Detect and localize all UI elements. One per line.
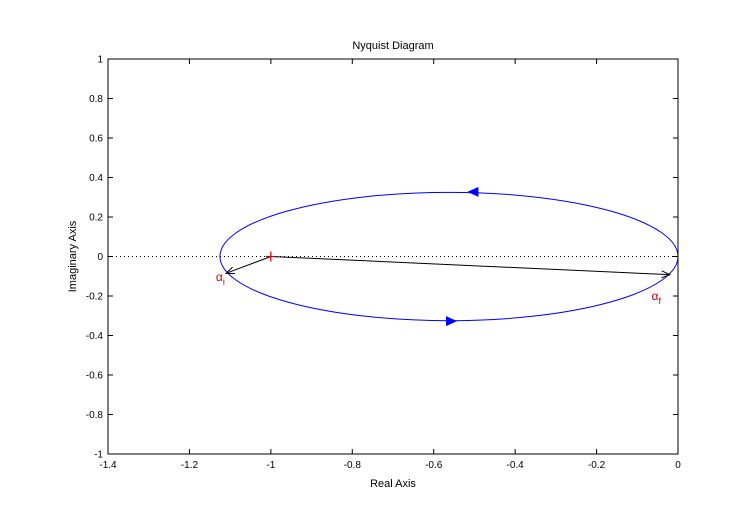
annotation-symbol: α: [652, 289, 659, 303]
x-tick-label: -0.6: [425, 460, 443, 471]
vector-arrowhead: [224, 266, 236, 275]
x-tick-label: -0.4: [507, 460, 525, 471]
y-axis-label: Imaginary Axis: [67, 220, 79, 292]
x-tick-label: -1.4: [99, 460, 117, 471]
y-tick-label: -0.6: [86, 371, 104, 382]
y-tick-label: -1: [94, 450, 103, 461]
x-tick-label: -0.8: [344, 460, 362, 471]
direction-arrow: [446, 316, 458, 327]
plot-frame: [107, 58, 679, 455]
annotation-subscript: i: [223, 277, 225, 287]
y-tick-label: -0.2: [86, 292, 104, 303]
annotation-symbol: α: [216, 270, 223, 284]
annotation-label: αi: [216, 270, 225, 287]
direction-arrow: [467, 186, 479, 197]
y-tick-label: 0.8: [89, 94, 103, 105]
y-tick-label: 1: [97, 55, 103, 66]
y-tick-label: 0.2: [89, 213, 103, 224]
annotation-subscript: f: [658, 296, 661, 306]
y-tick-label: 0: [97, 252, 103, 263]
y-tick-label: -0.4: [86, 331, 104, 342]
y-tick-label: 0.6: [89, 134, 103, 145]
x-tick-label: -1: [266, 460, 275, 471]
chart-title: Nyquist Diagram: [352, 40, 433, 52]
y-tick-label: 0.4: [89, 173, 103, 184]
x-tick-label: -1.2: [181, 460, 199, 471]
x-tick-label: 0: [675, 460, 681, 471]
vector-line: [225, 256, 272, 274]
y-tick-label: -0.8: [86, 410, 104, 421]
x-axis-label: Real Axis: [370, 478, 416, 490]
x-tick-label: -0.2: [588, 460, 606, 471]
vector-arrowhead: [661, 270, 672, 279]
annotation-label: αf: [652, 289, 662, 306]
vector-line: [270, 256, 670, 276]
